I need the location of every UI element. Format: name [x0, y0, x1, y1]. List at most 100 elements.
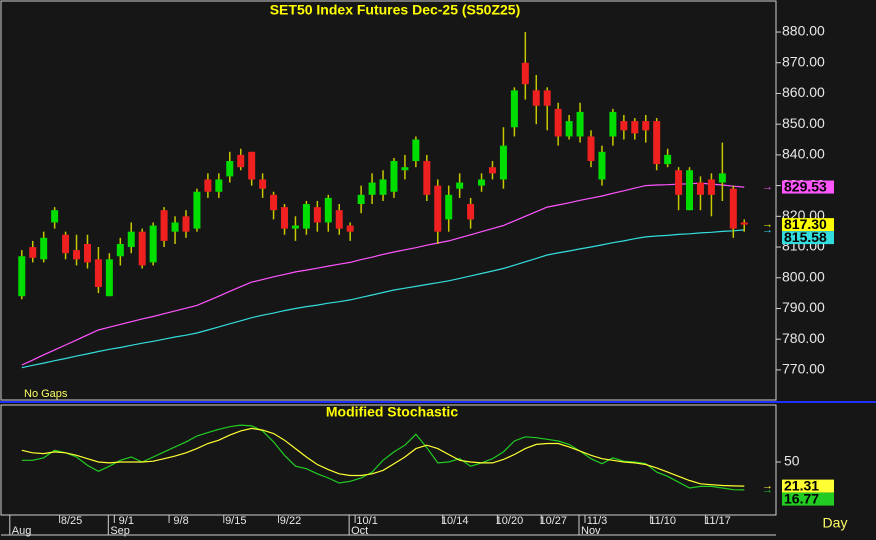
candle-body: [171, 222, 179, 232]
candle-body: [149, 225, 157, 263]
x-tick-label: 9/22: [280, 515, 301, 527]
candle-body: [642, 121, 650, 131]
marker-box: [782, 218, 834, 232]
y-tick-label: 870.00: [782, 53, 825, 69]
candle-body: [357, 194, 365, 205]
chart-title: SET50 Index Futures Dec-25 (S50Z25): [270, 2, 521, 18]
month-label: Nov: [581, 525, 601, 537]
x-tick-label: 10/1: [356, 515, 377, 527]
x-tick-label: 9/1: [119, 515, 134, 527]
candle-body: [193, 191, 201, 229]
candle-body: [379, 179, 387, 195]
candle-body: [686, 170, 694, 211]
candle-body: [729, 188, 737, 229]
candle-body: [324, 197, 332, 223]
candle-body: [204, 179, 212, 192]
marker-arrow: →: [762, 224, 773, 236]
candle-body: [456, 182, 464, 189]
y-tick-label: 880.00: [782, 23, 825, 39]
candle-body: [390, 161, 398, 192]
candle-body: [281, 207, 289, 229]
series-line: [21, 229, 745, 369]
candle-body: [478, 179, 486, 186]
month-label: Sep: [110, 525, 130, 537]
candle-body: [401, 167, 409, 171]
candle-body: [543, 90, 551, 106]
candle-body: [160, 210, 168, 241]
y-tick-label: 850.00: [782, 115, 825, 131]
price-panel-frame: [0, 0, 777, 401]
x-tick-label: 8/25: [61, 515, 82, 527]
marker-arrow: →: [762, 480, 773, 492]
candle-body: [127, 231, 135, 248]
marker-arrow: →: [762, 484, 773, 496]
y-tick-label: 780.00: [782, 330, 825, 346]
marker-box: [782, 231, 834, 245]
candle-body: [675, 170, 683, 195]
candle-body: [620, 121, 628, 131]
candle-body: [653, 121, 661, 165]
marker-box: [782, 492, 834, 506]
marker-arrow: →: [762, 181, 773, 193]
candle-body: [302, 204, 310, 229]
candle-body: [467, 204, 475, 220]
marker-label: 16.77: [784, 490, 819, 506]
candle-body: [576, 111, 584, 137]
candle-body: [73, 250, 81, 260]
candle-body: [29, 247, 37, 258]
candle-body: [696, 182, 704, 195]
x-tick-label: 11/3: [587, 515, 608, 527]
marker-label: 21.31: [784, 477, 819, 493]
marker-box: [782, 479, 834, 493]
candle-body: [445, 194, 453, 220]
candle-body: [565, 121, 573, 137]
x-tick-label: 11/10: [649, 515, 676, 527]
candle-body: [346, 225, 354, 232]
candle-body: [609, 111, 617, 137]
candle-body: [598, 151, 606, 180]
candle-body: [587, 136, 595, 162]
candle-body: [62, 234, 70, 254]
month-label: Aug: [12, 525, 32, 537]
candle-body: [368, 182, 376, 195]
candle-body: [83, 243, 91, 263]
x-tick-label: 10/20: [496, 515, 524, 527]
candle-body: [521, 62, 529, 85]
candle-body: [335, 210, 343, 229]
candle-body: [259, 179, 267, 189]
candle-body: [182, 216, 190, 232]
y-tick-label: 800.00: [782, 268, 825, 284]
marker-arrow: →: [762, 219, 773, 231]
marker-box: [782, 180, 834, 194]
candle-body: [291, 225, 299, 229]
marker-label: 829.53: [784, 178, 827, 194]
candle-body: [664, 154, 672, 165]
candle-body: [718, 173, 726, 183]
y-tick-label: 860.00: [782, 84, 825, 100]
candle-body: [237, 154, 245, 168]
x-tick-label: 9/8: [173, 515, 188, 527]
y-tick-label: 770.00: [782, 361, 825, 377]
candle-body: [138, 231, 146, 266]
month-label: Oct: [351, 525, 368, 537]
x-axis-label: Day: [823, 515, 848, 531]
candle-body: [215, 179, 223, 192]
candle-body: [532, 90, 540, 106]
candle-body: [51, 210, 59, 223]
stochastic-title: Modified Stochastic: [326, 404, 458, 420]
x-tick-label: 10/14: [441, 515, 469, 527]
y-tick-label: 50: [784, 453, 800, 469]
x-tick-label: 9/15: [225, 515, 246, 527]
candle-body: [116, 243, 124, 257]
candle-body: [18, 256, 26, 297]
stochastic-panel-frame: [0, 404, 777, 516]
candle-body: [510, 90, 518, 128]
candle-body: [94, 259, 102, 287]
candle-body: [270, 194, 278, 211]
series-line: [21, 182, 745, 366]
y-tick-label: 790.00: [782, 299, 825, 315]
x-tick-label: 11/17: [704, 515, 731, 527]
